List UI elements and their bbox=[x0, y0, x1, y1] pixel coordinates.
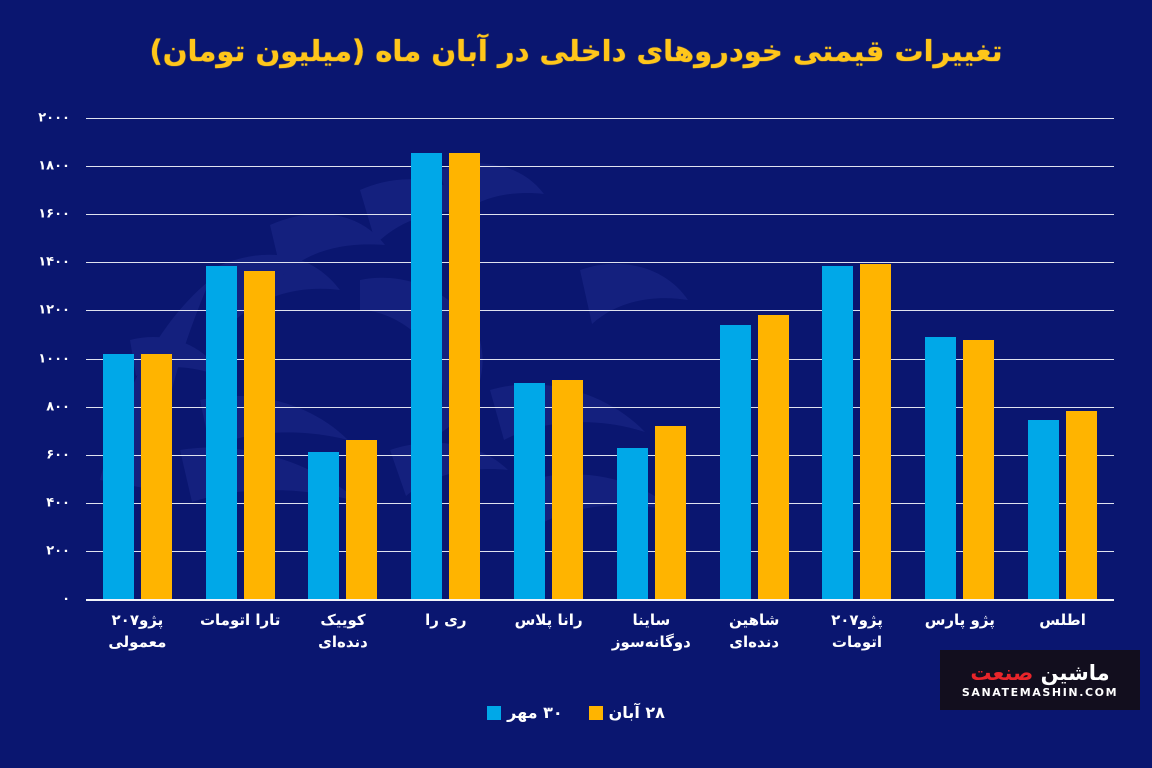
chart-title: تغییرات قیمتی خودروهای داخلی در آبان ماه… bbox=[149, 34, 1003, 68]
bar-group bbox=[497, 118, 600, 599]
y-axis-tick-label: ۱۶۰۰ bbox=[38, 206, 70, 222]
bar-group bbox=[394, 118, 497, 599]
x-axis-tick-label: رانا پلاس bbox=[514, 611, 583, 629]
y-axis-tick-label: ۱۰۰۰ bbox=[38, 351, 70, 366]
bar[interactable] bbox=[1028, 419, 1060, 599]
legend-label: ۲۸ آبان bbox=[608, 703, 665, 722]
x-axis-line bbox=[86, 599, 1114, 601]
legend-item[interactable]: ۳۰ مهر bbox=[487, 703, 563, 722]
legend-swatch bbox=[588, 705, 603, 720]
y-axis-tick-label: ۸۰۰ bbox=[46, 399, 70, 415]
legend-item[interactable]: ۲۸ آبان bbox=[588, 703, 665, 722]
x-axis-tick-label: ری را bbox=[425, 611, 467, 629]
bar[interactable] bbox=[140, 353, 172, 599]
site-logo-name-part1: صنعت bbox=[970, 661, 1034, 685]
y-axis: ۲۰۰۰ ۱۸۰۰ ۱۶۰۰ ۱۴۰۰ ۱۲۰۰ ۱۰۰۰ ۸۰۰ ۶۰۰ ۴۰۰ ۲۰۰ ۰ bbox=[0, 111, 78, 607]
y-axis-tick-label: ۲۰۰ bbox=[46, 543, 70, 559]
legend-swatch bbox=[487, 705, 502, 720]
bar[interactable] bbox=[719, 324, 751, 599]
chart-legend: ۲۸ آبان ۳۰ مهر bbox=[0, 703, 1152, 722]
bar-group bbox=[806, 118, 909, 599]
gridline bbox=[86, 118, 1114, 119]
site-logo-name-part2: ماشین bbox=[1040, 661, 1110, 685]
y-axis-tick-label: ۶۰۰ bbox=[46, 447, 70, 463]
x-axis-tick-label: کوییک دنده‌ای bbox=[318, 611, 368, 651]
bar[interactable] bbox=[308, 452, 340, 599]
site-logo[interactable]: ماشین صنعت SANATEMASHIN.COM bbox=[940, 650, 1140, 710]
y-axis-tick-label: ۱۲۰۰ bbox=[38, 302, 70, 318]
bar[interactable] bbox=[1066, 411, 1098, 599]
legend-label: ۳۰ مهر bbox=[507, 703, 563, 722]
bar-group bbox=[189, 118, 292, 599]
bar[interactable] bbox=[552, 380, 584, 599]
gridline bbox=[86, 166, 1114, 168]
bar[interactable] bbox=[822, 265, 854, 599]
bar[interactable] bbox=[102, 353, 134, 599]
bar[interactable] bbox=[616, 447, 648, 599]
y-axis-tick-label: ۴۰۰ bbox=[46, 495, 70, 511]
bar[interactable] bbox=[757, 315, 789, 599]
gridline bbox=[86, 262, 1114, 264]
x-axis-tick-label: تارا اتومات bbox=[199, 611, 281, 629]
y-axis-tick-label: ۱۸۰۰ bbox=[38, 158, 70, 174]
bar[interactable] bbox=[449, 152, 481, 599]
bars-layer bbox=[86, 118, 1114, 599]
x-axis-tick-label: پژو۲۰۷ معمولی bbox=[108, 611, 167, 651]
bar[interactable] bbox=[243, 270, 275, 599]
bar[interactable] bbox=[654, 425, 686, 599]
bar[interactable] bbox=[963, 340, 995, 599]
gridline bbox=[86, 214, 1114, 216]
bar-group bbox=[1011, 118, 1114, 599]
bar-group bbox=[86, 118, 189, 599]
bar-group bbox=[600, 118, 703, 599]
gridline bbox=[86, 550, 1114, 552]
bar[interactable] bbox=[346, 440, 378, 599]
x-axis-tick-label: پژو پارس bbox=[924, 611, 995, 629]
bar-group bbox=[292, 118, 395, 599]
x-axis-tick-label: ساینا دوگانه‌سوز bbox=[611, 611, 691, 651]
x-axis-tick-label: شاهین دنده‌ای bbox=[728, 611, 780, 651]
y-axis-tick-label: ۰ bbox=[62, 591, 70, 607]
x-axis-tick-label: اطلس bbox=[1039, 611, 1086, 629]
y-axis-tick-label: ۲۰۰۰ bbox=[38, 110, 70, 126]
bar-group bbox=[703, 118, 806, 599]
y-axis-tick-label: ۱۴۰۰ bbox=[38, 254, 70, 270]
site-logo-name: ماشین صنعت bbox=[970, 661, 1109, 685]
x-axis-tick-label: پژو۲۰۷ اتومات bbox=[831, 611, 883, 651]
gridline bbox=[86, 358, 1114, 360]
bar[interactable] bbox=[205, 265, 237, 599]
x-axis: پژو۲۰۷ معمولی تارا اتومات کوییک دنده‌ای ری … bbox=[86, 610, 1114, 654]
bar[interactable] bbox=[860, 263, 892, 599]
bar[interactable] bbox=[514, 382, 546, 599]
gridline bbox=[86, 454, 1114, 456]
bar-group bbox=[908, 118, 1011, 599]
bar[interactable] bbox=[925, 336, 957, 599]
site-logo-domain: SANATEMASHIN.COM bbox=[961, 686, 1119, 699]
bar[interactable] bbox=[411, 152, 443, 599]
